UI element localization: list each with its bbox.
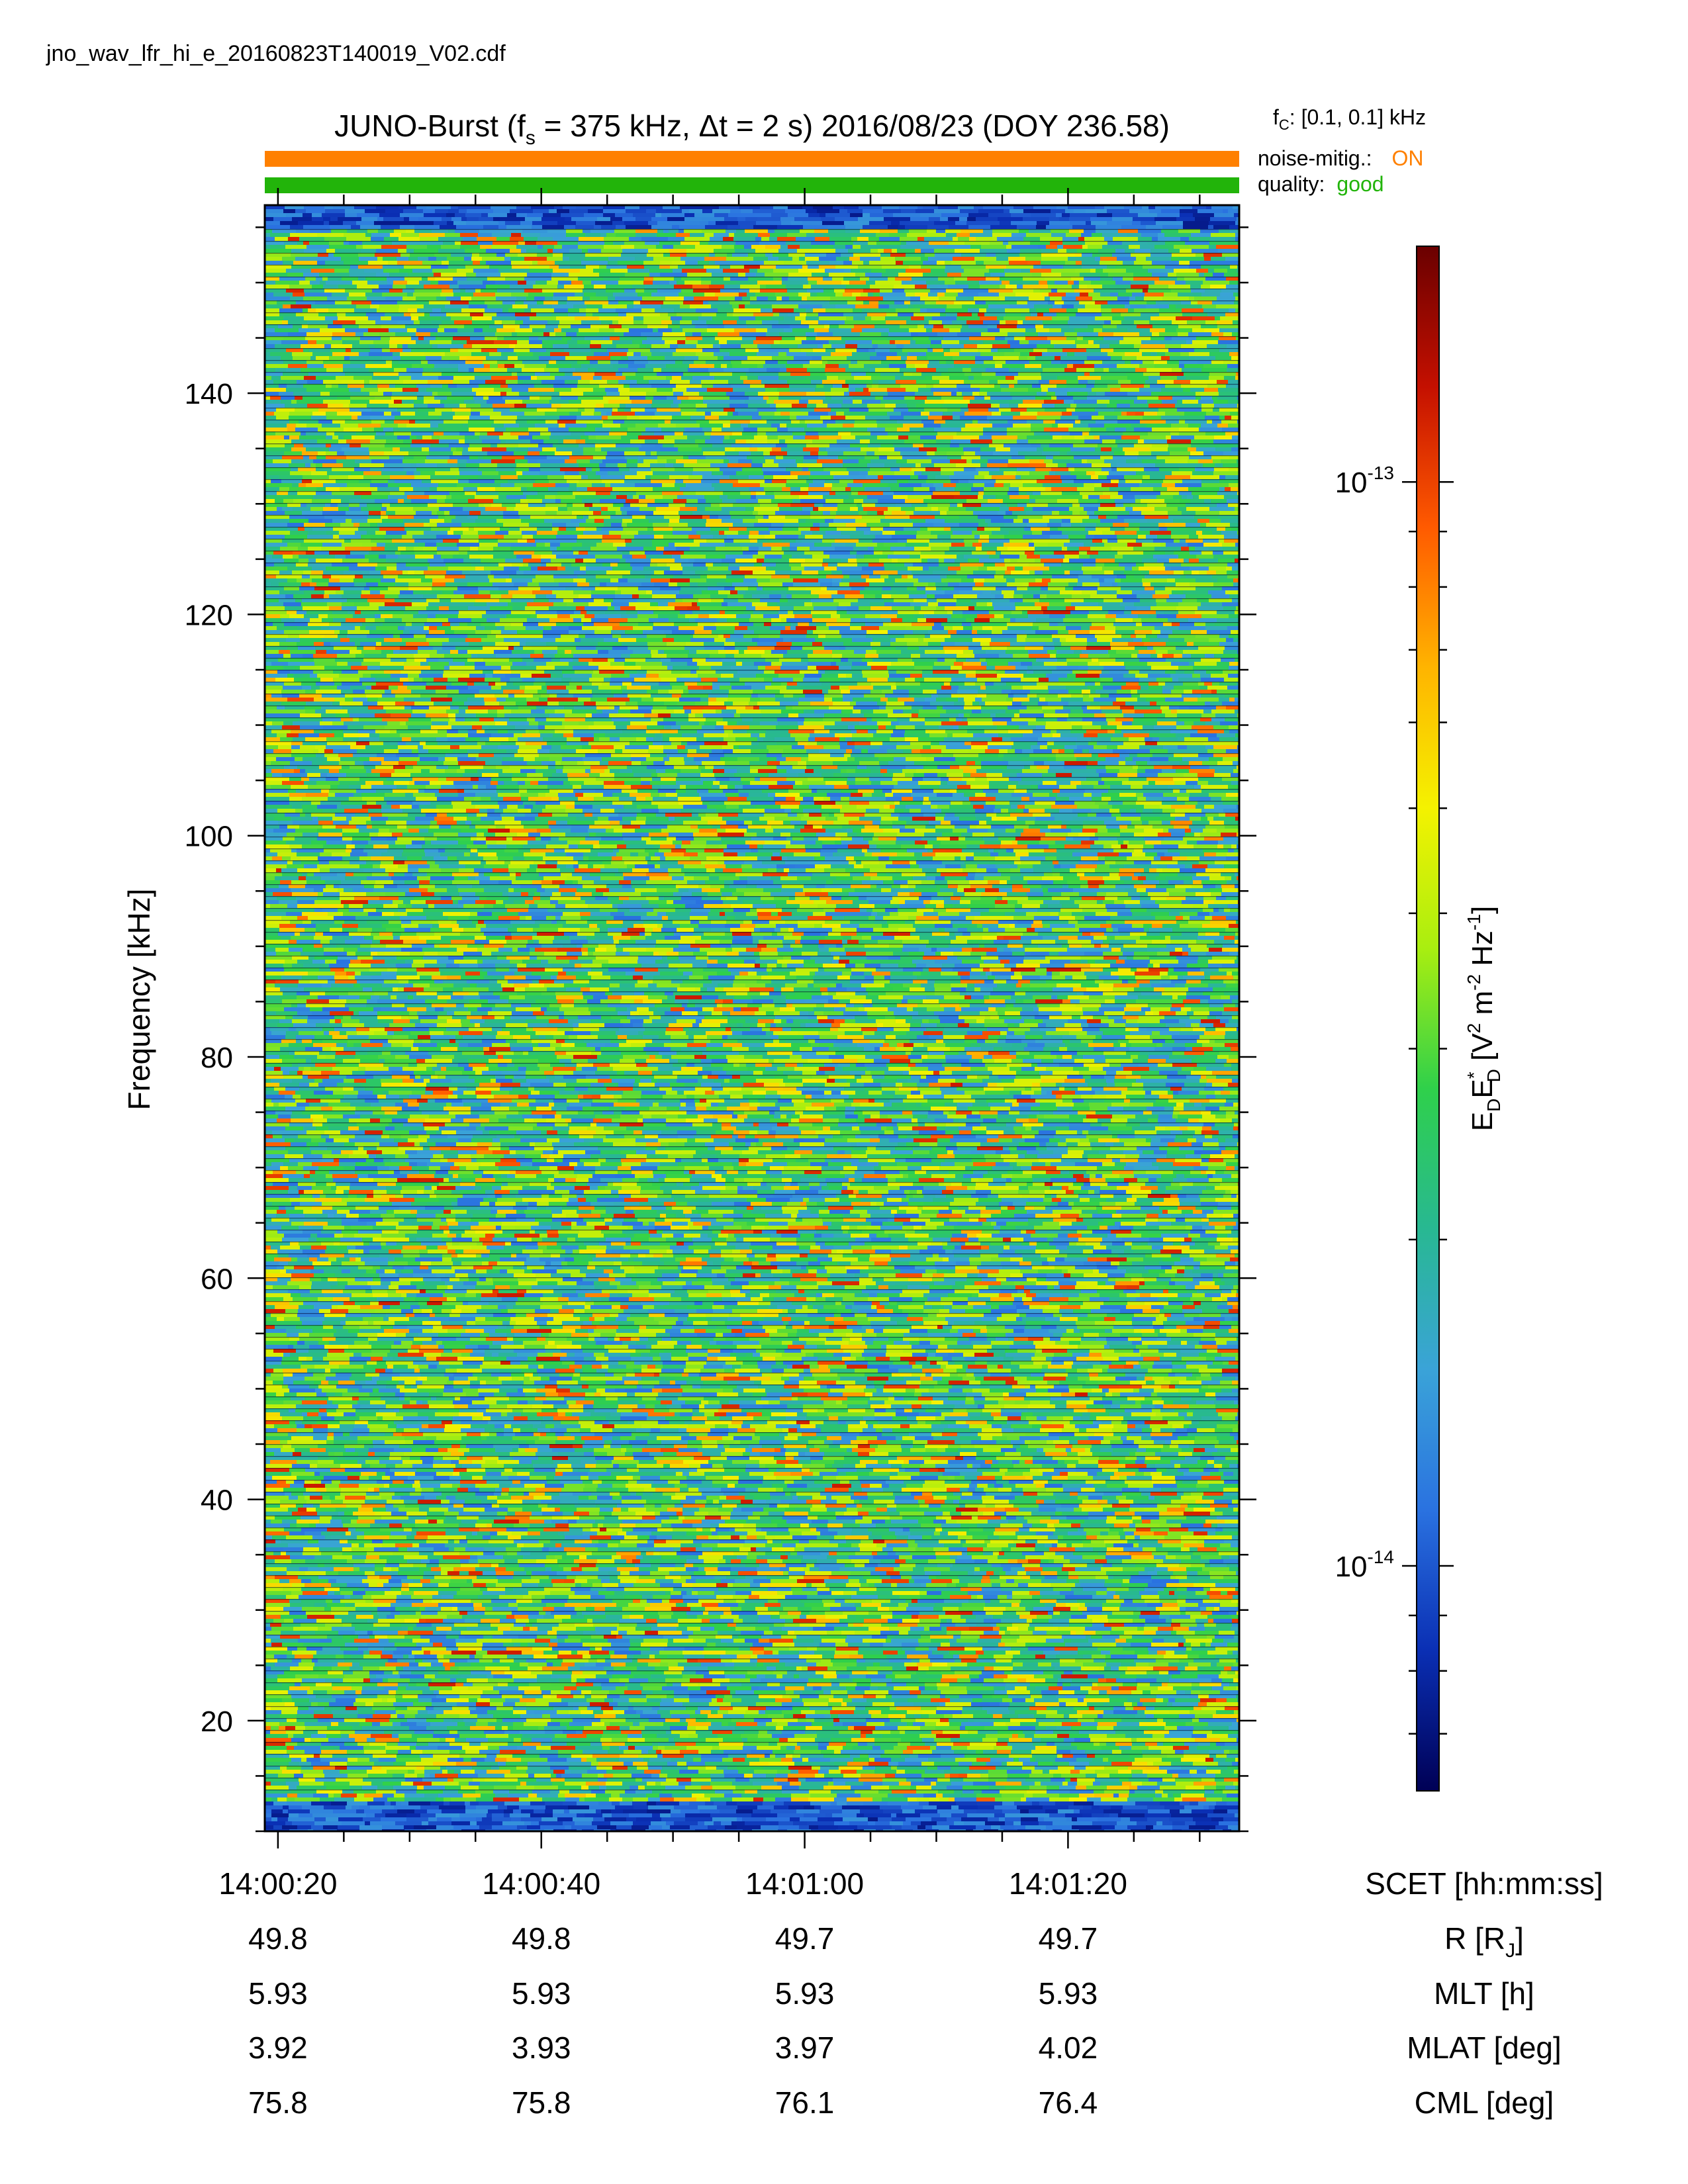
y-tick-label: 120 bbox=[185, 599, 233, 631]
ephemeris-value: 5.93 bbox=[1039, 1976, 1098, 2011]
ephemeris-value: 49.7 bbox=[1039, 1921, 1098, 1956]
colorbar bbox=[1417, 246, 1439, 1791]
noise-mitigation-label: noise-mitig.: ON bbox=[1258, 146, 1424, 170]
quality-bar bbox=[265, 177, 1239, 193]
ephemeris-value: 3.97 bbox=[775, 2030, 835, 2065]
ephemeris-row-label: MLT [h] bbox=[1434, 1976, 1534, 2011]
ephemeris-table: 14:00:20 14:00:40 14:01:00 14:01:20 SCET [hh… bbox=[218, 1866, 1603, 2120]
x-tick-label: 14:00:20 bbox=[218, 1866, 337, 1901]
ephemeris-value: 5.93 bbox=[775, 1976, 835, 2011]
ephemeris-value: 75.8 bbox=[248, 2085, 308, 2120]
ephemeris-value: 4.02 bbox=[1039, 2030, 1098, 2065]
chart-title: JUNO-Burst (fs = 375 kHz, Δt = 2 s) 2016… bbox=[334, 109, 1170, 149]
ephemeris-value: 75.8 bbox=[512, 2085, 571, 2120]
ephemeris-value: 3.93 bbox=[512, 2030, 571, 2065]
spectrogram-heatmap bbox=[265, 205, 1265, 1833]
ephemeris-value: 5.93 bbox=[248, 1976, 308, 2011]
colorbar-label: EDE*D [V2 m-2 Hz-1] bbox=[1464, 906, 1504, 1131]
x-tick-label: 14:01:20 bbox=[1009, 1866, 1127, 1901]
ephemeris-value: 49.8 bbox=[512, 1921, 571, 1956]
y-tick-label: 80 bbox=[201, 1042, 233, 1074]
ephemeris-row-label: SCET [hh:mm:ss] bbox=[1365, 1866, 1603, 1901]
colorbar-tick-label: 10-13 bbox=[1335, 463, 1394, 499]
ephemeris-row-label: CML [deg] bbox=[1415, 2085, 1554, 2120]
colorbar-tick-label: 10-14 bbox=[1335, 1547, 1394, 1583]
ephemeris-value: 76.1 bbox=[775, 2085, 835, 2120]
quality-label: quality: good bbox=[1258, 172, 1384, 196]
ephemeris-value: 3.92 bbox=[248, 2030, 308, 2065]
file-name: jno_wav_lfr_hi_e_20160823T140019_V02.cdf bbox=[46, 41, 506, 66]
y-tick-label: 100 bbox=[185, 821, 233, 853]
ephemeris-value: 76.4 bbox=[1039, 2085, 1098, 2120]
ephemeris-value: 49.7 bbox=[775, 1921, 835, 1956]
ephemeris-value: 49.8 bbox=[248, 1921, 308, 1956]
ephemeris-value: 5.93 bbox=[512, 1976, 571, 2011]
y-axis-label: Frequency [kHz] bbox=[122, 889, 156, 1111]
y-tick-label: 40 bbox=[201, 1484, 233, 1517]
x-tick-label: 14:01:00 bbox=[745, 1866, 864, 1901]
ephemeris-row-label: R [RJ] bbox=[1444, 1921, 1524, 1962]
noise-mitigation-value: ON bbox=[1392, 146, 1424, 170]
y-tick-label: 20 bbox=[201, 1706, 233, 1738]
quality-value: good bbox=[1336, 172, 1383, 196]
noise-mitigation-bar bbox=[265, 151, 1239, 167]
x-tick-label: 14:00:40 bbox=[482, 1866, 600, 1901]
cutoff-frequency-label: fC: [0.1, 0.1] kHz bbox=[1273, 105, 1426, 133]
y-tick-label: 60 bbox=[201, 1263, 233, 1295]
ephemeris-row-label: MLAT [deg] bbox=[1407, 2030, 1562, 2065]
y-tick-label: 140 bbox=[185, 378, 233, 410]
